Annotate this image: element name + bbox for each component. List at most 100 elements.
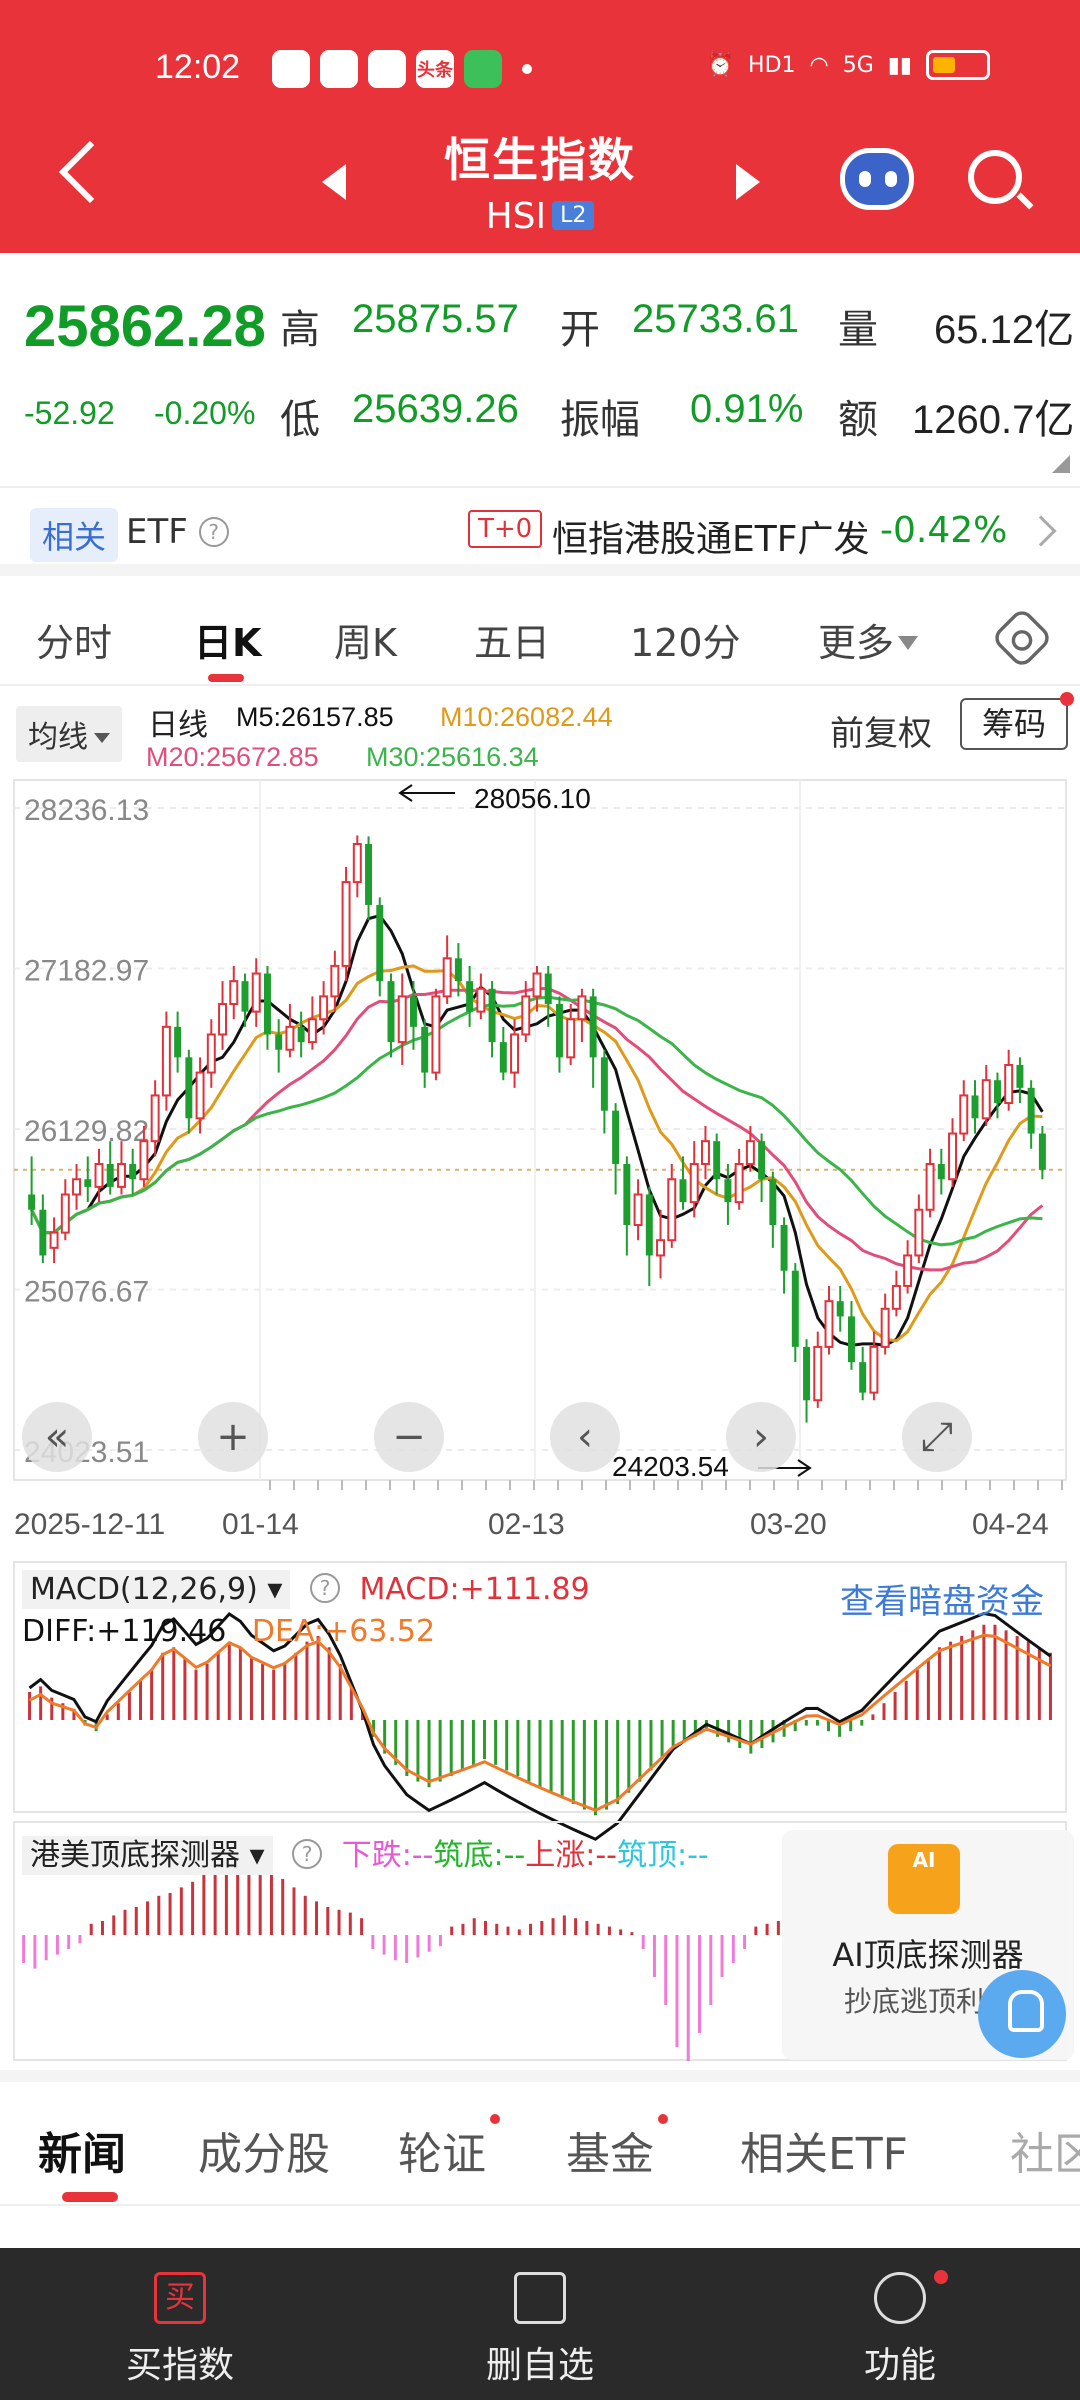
candle-body — [251, 972, 261, 1013]
legend-top: 筑顶:-- — [617, 1838, 709, 1873]
zoom-out-button[interactable]: − — [374, 1402, 444, 1472]
candle-body — [981, 1079, 991, 1120]
candle-body — [847, 1316, 855, 1363]
chip-distribution-button[interactable]: 筹码 — [960, 698, 1068, 750]
candle-body — [499, 1042, 507, 1073]
adjustment-mode[interactable]: 前复权 — [830, 714, 932, 754]
fullscreen-button[interactable]: ⤢ — [902, 1402, 972, 1472]
candle-body — [645, 1194, 653, 1256]
candle-body — [700, 1140, 710, 1166]
scroll-left-button[interactable]: ‹ — [550, 1402, 620, 1472]
tab-five-day[interactable]: 五日 — [474, 621, 551, 665]
more-dot-icon — [522, 64, 532, 74]
candle-body — [612, 1110, 620, 1165]
candle-body — [993, 1080, 1001, 1104]
detector-header: 港美顶底探测器 ▾ ? 下跌:--筑底:--上涨:--筑顶:-- — [22, 1830, 709, 1875]
notification-dot — [1060, 692, 1074, 706]
tab-related-etf[interactable]: 相关ETF — [740, 2129, 908, 2180]
tab-warrants[interactable]: 轮证 — [398, 2129, 486, 2180]
max-arrow — [398, 784, 455, 802]
tab-more[interactable]: 更多 — [818, 612, 919, 667]
candle-body — [139, 1140, 149, 1181]
volume-value: 65.12亿 — [934, 308, 1075, 352]
tab-daily-k[interactable]: 日K — [194, 621, 262, 665]
low-value: 25639.26 — [352, 387, 519, 431]
lightbulb-icon[interactable] — [978, 1970, 1066, 2058]
tab-news[interactable]: 新闻 — [38, 2129, 126, 2180]
candle-body — [72, 1178, 82, 1196]
candle-body — [454, 958, 462, 982]
min-price-label: 24203.54 — [612, 1451, 729, 1482]
tab-120min[interactable]: 120分 — [630, 621, 741, 665]
help-icon[interactable]: ? — [198, 517, 229, 547]
candle-body — [297, 1026, 305, 1043]
macd-selector[interactable]: MACD(12,26,9) ▾ — [22, 1570, 291, 1609]
ma5-value: M5:26157.85 — [236, 702, 394, 732]
detector-selector[interactable]: 港美顶底探测器 ▾ — [22, 1836, 273, 1875]
candle-body — [307, 1018, 317, 1044]
remove-watchlist-button[interactable]: 删自选 — [390, 2248, 690, 2388]
tab-community[interactable]: 社区 — [1010, 2129, 1080, 2180]
legend-down: 下跌:-- — [341, 1838, 434, 1873]
candle-body — [488, 988, 496, 1043]
status-app-icons: 头条 — [272, 50, 542, 88]
buy-icon: 买 — [154, 2272, 206, 2324]
dea-line — [28, 1633, 1052, 1812]
candle-body — [566, 1018, 576, 1059]
candle-body — [206, 1033, 216, 1074]
max-price-label: 28056.10 — [474, 783, 591, 814]
candle-body — [39, 1209, 47, 1256]
signal-icon: ▮▮ — [887, 52, 912, 78]
tab-funds[interactable]: 基金 — [566, 2129, 654, 2180]
detector-selector-label: 港美顶底探测器 — [30, 1838, 240, 1873]
ma-selector-label: 均线 — [28, 720, 88, 755]
candle-body — [903, 1254, 913, 1287]
x-tick-label: 03-20 — [750, 1508, 827, 1541]
dark-pool-link[interactable]: 查看暗盘资金 — [840, 1582, 1044, 1622]
notification-dot — [934, 2270, 948, 2284]
candle-body — [813, 1345, 823, 1402]
help-icon[interactable]: ? — [310, 1573, 340, 1603]
app-header: 12:02 头条 ⏰ HD1 ◠ 5G ▮▮ 恒生指数 HSI L2 — [0, 0, 1080, 253]
help-icon[interactable]: ? — [292, 1839, 323, 1869]
related-etf-row[interactable]: 相关 ETF ? T+0 恒指港股通ETF广发 -0.42% — [0, 486, 1080, 576]
remove-watchlist-icon — [514, 2272, 566, 2324]
search-icon[interactable] — [968, 150, 1022, 204]
app-notification-icon — [320, 50, 358, 88]
candle-body — [476, 987, 486, 1013]
expand-corner-icon[interactable] — [1052, 455, 1070, 473]
zoom-in-button[interactable]: + — [198, 1402, 268, 1472]
alarm-icon: ⏰ — [706, 52, 735, 78]
zoom-out-range-button[interactable]: « — [22, 1402, 92, 1472]
candle-body — [577, 995, 587, 1021]
tab-intraday[interactable]: 分时 — [36, 621, 113, 665]
next-stock-icon[interactable] — [736, 164, 760, 200]
status-right: ⏰ HD1 ◠ 5G ▮▮ — [707, 50, 990, 80]
ma-selector[interactable]: 均线 — [16, 706, 122, 762]
candle-body — [431, 995, 441, 1074]
candle-body — [341, 881, 351, 967]
candle-body — [521, 995, 531, 1036]
tab-weekly-k[interactable]: 周K — [334, 621, 397, 665]
tab-constituents[interactable]: 成分股 — [198, 2129, 330, 2180]
candle-body — [365, 843, 373, 905]
prev-stock-icon[interactable] — [322, 164, 346, 200]
functions-button[interactable]: 功能 — [750, 2248, 1050, 2388]
app-notification-icon — [368, 50, 406, 88]
buy-index-button[interactable]: 买 买指数 — [30, 2248, 330, 2388]
candle-body — [1027, 1087, 1035, 1134]
scroll-right-button[interactable]: › — [726, 1402, 796, 1472]
kline-chart[interactable]: 28236.1327182.9726129.8225076.6724023.51… — [0, 690, 1080, 2070]
quote-panel: 25862.28 -52.92 -0.20% 高 25875.57 低 2563… — [0, 253, 1080, 483]
candle-body — [959, 1094, 969, 1135]
candle-body — [869, 1345, 879, 1394]
signal-5g-icon: 5G — [842, 52, 874, 78]
legend-bottom: 筑底:-- — [433, 1838, 526, 1873]
toutiao-icon: 头条 — [416, 50, 454, 88]
x-tick-label: 02-13 — [488, 1508, 565, 1541]
candle-body — [376, 904, 384, 982]
candle-body — [769, 1179, 777, 1225]
amplitude-value: 0.91% — [690, 387, 804, 431]
ai-robot-icon[interactable] — [840, 148, 914, 210]
ma30-line — [30, 995, 1043, 1247]
